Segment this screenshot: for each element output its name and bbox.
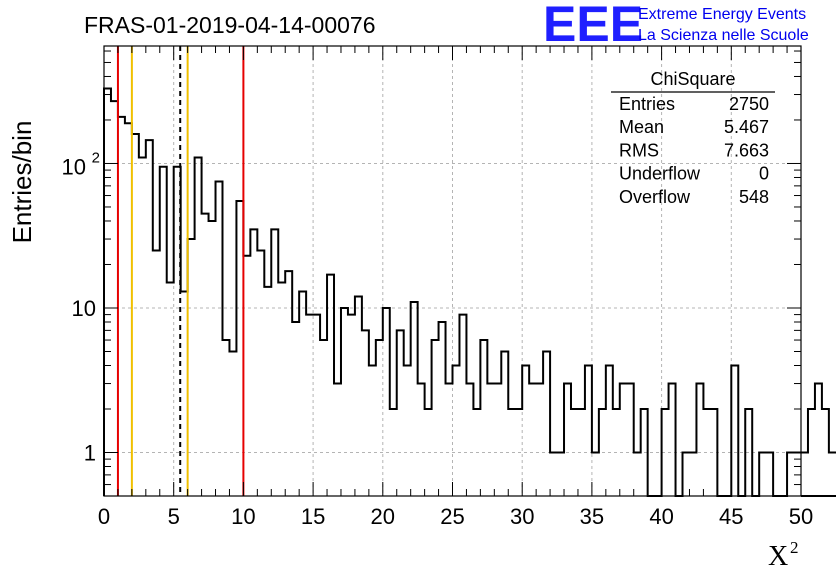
stats-row-label: Mean bbox=[619, 117, 664, 137]
eee-logo: EEE Extreme Energy Events La Scienza nel… bbox=[543, 0, 809, 52]
eee-logo-line2: La Scienza nelle Scuole bbox=[638, 27, 809, 44]
x-tick-label: 50 bbox=[789, 504, 813, 529]
stats-row-value: 5.467 bbox=[724, 117, 769, 137]
x-tick-label: 45 bbox=[719, 504, 743, 529]
stats-row-label: Entries bbox=[619, 94, 675, 114]
x-tick-label: 0 bbox=[98, 504, 110, 529]
y-tick-label: 10 bbox=[62, 154, 86, 179]
x-tick-label: 35 bbox=[580, 504, 604, 529]
x-tick-label: 40 bbox=[649, 504, 673, 529]
eee-logo-mark: EEE bbox=[543, 0, 643, 52]
histogram bbox=[103, 87, 836, 497]
y-tick-label: 1 bbox=[84, 440, 96, 465]
x-tick-label: 20 bbox=[371, 504, 395, 529]
stats-box: ChiSquare Entries 2750 Mean 5.467 RMS 7.663 Un… bbox=[611, 69, 775, 207]
x-axis-label-superscript: 2 bbox=[790, 538, 799, 557]
stats-title: ChiSquare bbox=[650, 69, 735, 89]
stats-row-value: 7.663 bbox=[724, 140, 769, 160]
stats-row-value: 0 bbox=[759, 164, 769, 184]
y-tick-label-exponent: 2 bbox=[92, 149, 100, 166]
stats-row-label: Underflow bbox=[619, 164, 701, 184]
stats-row-value: 2750 bbox=[729, 94, 769, 114]
x-tick-label: 30 bbox=[510, 504, 534, 529]
stats-row-label: Overflow bbox=[619, 187, 691, 207]
axes: 0 5 10 15 20 25 30 35 40 45 50 1 10 10 2 bbox=[62, 46, 813, 529]
x-tick-label: 10 bbox=[231, 504, 255, 529]
x-axis-label: X bbox=[768, 541, 788, 572]
plot-title: FRAS-01-2019-04-14-00076 bbox=[84, 12, 376, 38]
histogram-outline bbox=[103, 87, 836, 497]
y-tick-label: 10 bbox=[72, 296, 96, 321]
eee-logo-line1: Extreme Energy Events bbox=[638, 6, 806, 23]
x-tick-label: 15 bbox=[301, 504, 325, 529]
x-tick-label: 25 bbox=[440, 504, 464, 529]
x-tick-label: 5 bbox=[168, 504, 180, 529]
stats-row-value: 548 bbox=[739, 187, 769, 207]
reference-lines bbox=[116, 46, 245, 496]
y-axis-label: Entries/bin bbox=[7, 121, 37, 244]
stats-row-label: RMS bbox=[619, 140, 659, 160]
